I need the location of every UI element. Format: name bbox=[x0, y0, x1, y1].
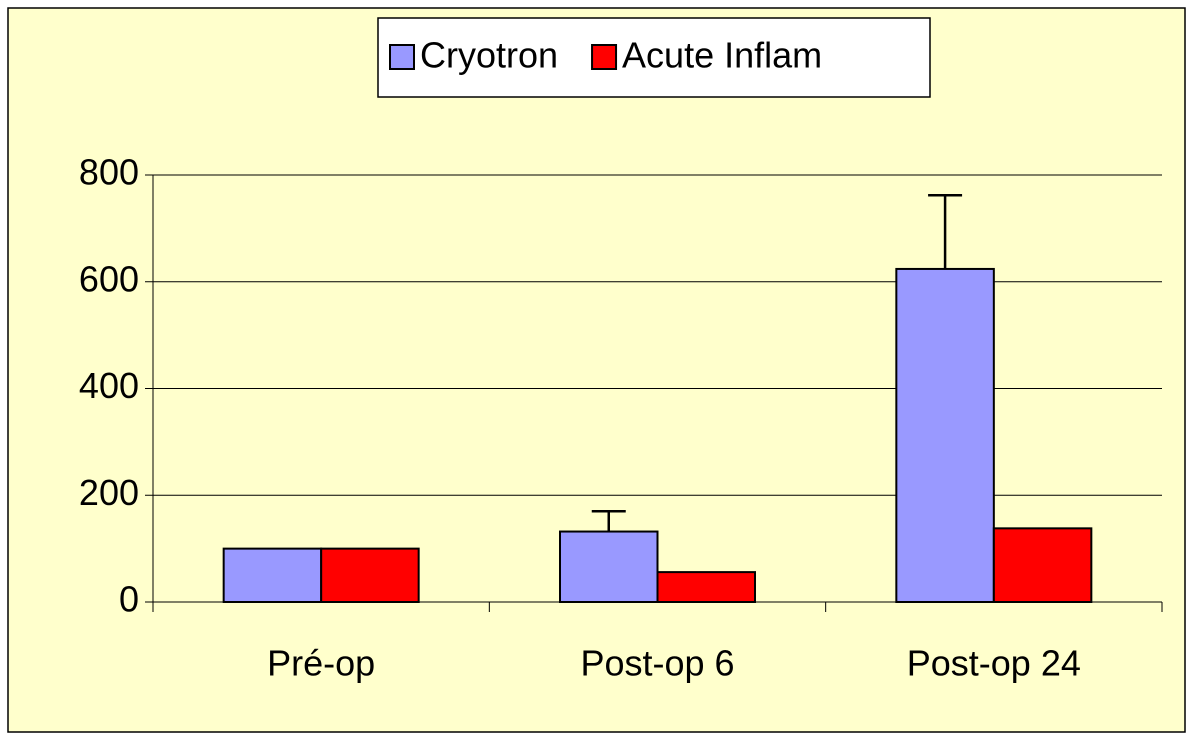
bar bbox=[320, 547, 420, 603]
error-bar bbox=[591, 510, 626, 532]
chart-background bbox=[7, 7, 1186, 733]
legend bbox=[377, 17, 931, 98]
bar bbox=[656, 571, 756, 603]
bar bbox=[559, 530, 659, 603]
legend-label: Acute Inflam bbox=[622, 35, 822, 76]
x-tick-label: Post-op 6 bbox=[580, 643, 734, 684]
x-tick-label: Pré-op bbox=[267, 643, 375, 684]
y-tick-label: 400 bbox=[79, 365, 139, 406]
legend-swatch bbox=[389, 44, 415, 70]
bar bbox=[992, 527, 1093, 604]
bar bbox=[222, 547, 323, 603]
y-tick-label: 200 bbox=[79, 472, 139, 513]
legend-box bbox=[377, 17, 931, 98]
y-tick-label: 800 bbox=[79, 152, 139, 193]
bar bbox=[895, 267, 995, 603]
error-bar bbox=[928, 194, 963, 269]
y-tick-label: 0 bbox=[119, 579, 139, 620]
x-tick-label: Post-op 24 bbox=[907, 643, 1081, 684]
legend-swatch bbox=[591, 44, 618, 70]
y-tick-label: 600 bbox=[79, 258, 139, 299]
legend-label: Cryotron bbox=[420, 35, 558, 76]
